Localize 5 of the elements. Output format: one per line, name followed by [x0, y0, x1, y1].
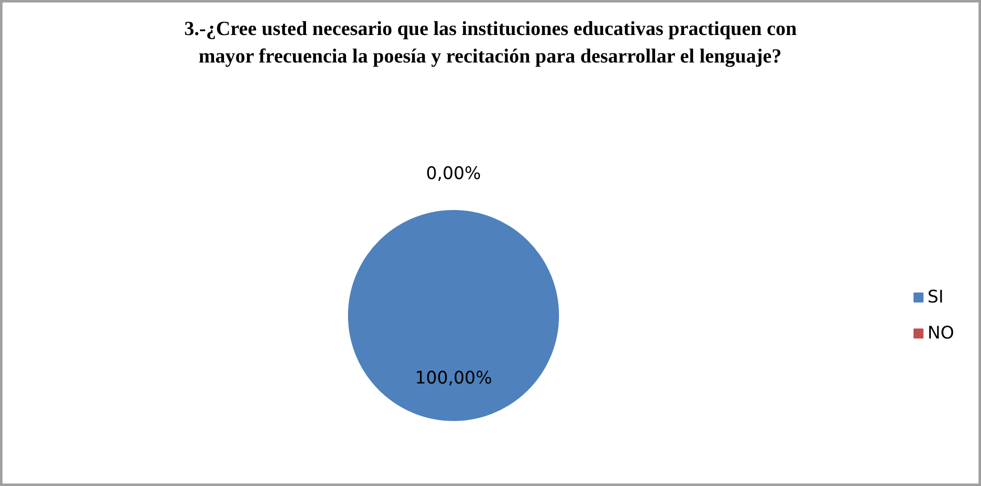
legend-label: NO	[928, 324, 954, 344]
chart-title: 3.-¿Cree usted necesario que las instituciones educativas practiquen con mayor frecuencia la poesía y recitación para desarrollar el lenguaje?	[184, 18, 797, 68]
data-label: 100,00%	[414, 368, 492, 388]
legend-label: SI	[928, 288, 944, 308]
text: 0,00%	[426, 164, 482, 184]
